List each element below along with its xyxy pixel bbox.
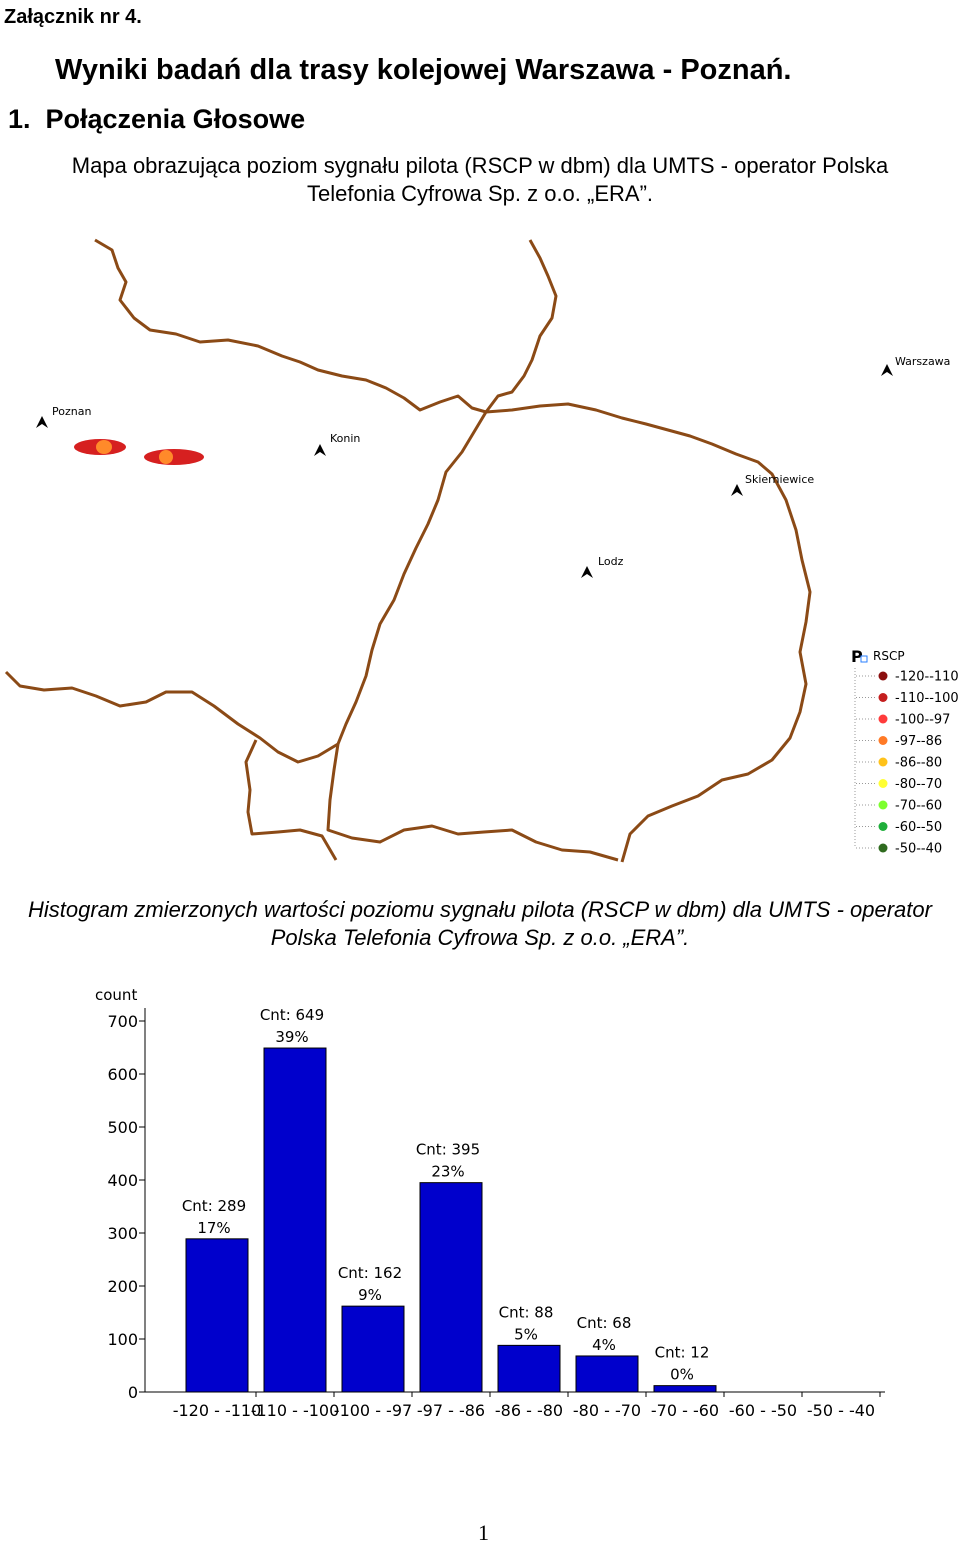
city-label: Skierniewice — [745, 473, 814, 486]
legend-label: -97--86 — [895, 734, 942, 749]
bar — [341, 1305, 405, 1393]
city-label: Warszawa — [895, 355, 950, 368]
legend-swatch — [878, 800, 888, 810]
legend-label: -60--50 — [895, 820, 942, 835]
x-tick-label: -110 - -100 — [251, 1401, 340, 1420]
border — [326, 743, 619, 862]
x-tick-label: -97 - -86 — [417, 1401, 485, 1420]
x-tick-label: -70 - -60 — [651, 1401, 719, 1420]
city-marker — [36, 416, 48, 428]
value-label: Cnt: 162 — [338, 1264, 402, 1282]
legend-swatch — [878, 693, 888, 702]
x-tick-label: -100 - -97 — [334, 1401, 412, 1420]
value-label: Cnt: 649 — [260, 1006, 324, 1024]
city-label: Lodz — [598, 555, 624, 568]
x-tick-label: -120 - -110 — [173, 1401, 262, 1420]
y-tick-label: 0 — [128, 1383, 138, 1402]
x-tick-label: -60 - -50 — [729, 1401, 797, 1420]
coverage — [96, 440, 112, 454]
legend-title: RSCP — [873, 649, 905, 663]
border — [485, 402, 812, 863]
legend-icon — [860, 655, 868, 663]
value-label: Cnt: 88 — [499, 1303, 554, 1321]
legend-label: -50--40 — [895, 842, 942, 857]
legend-label: -86--80 — [895, 756, 942, 771]
value-label: Cnt: 289 — [182, 1197, 246, 1215]
x-tick-label: -80 - -70 — [573, 1401, 641, 1420]
percent-label: 17% — [197, 1219, 230, 1237]
bar — [185, 1238, 249, 1393]
value-label: Cnt: 12 — [655, 1344, 710, 1362]
histogram-caption: Histogram zmierzonych wartości poziomu s… — [28, 897, 932, 950]
title: Wyniki badań dla trasy kolejowej Warszaw… — [55, 54, 792, 86]
percent-label: 9% — [358, 1286, 382, 1304]
percent-label: 23% — [431, 1163, 464, 1181]
section: 1. Połączenia Głosowe — [8, 104, 306, 134]
legend-label: -80--70 — [895, 777, 942, 792]
legend-swatch — [878, 714, 888, 724]
legend-swatch — [878, 671, 888, 681]
legend-label: -110--100 — [895, 691, 959, 706]
bar — [575, 1355, 639, 1393]
y-tick-label: 600 — [107, 1065, 138, 1084]
x-tick-label: -50 - -40 — [807, 1401, 875, 1420]
y-axis-label: count — [95, 986, 137, 1004]
border — [244, 739, 338, 861]
city-marker — [581, 566, 593, 578]
city-label: Konin — [330, 432, 360, 445]
value-label: Cnt: 68 — [577, 1314, 632, 1332]
legend-label: -100--97 — [895, 713, 950, 728]
legend-swatch — [878, 757, 888, 767]
bar — [653, 1385, 717, 1393]
map-caption: Mapa obrazująca poziom sygnału pilota (R… — [71, 153, 889, 206]
border — [94, 238, 558, 414]
page-number: 1 — [478, 1520, 489, 1545]
bar — [419, 1182, 483, 1393]
annex: Załącznik nr 4. — [4, 6, 142, 28]
legend-swatch — [878, 822, 888, 831]
y-tick-label: 200 — [107, 1277, 138, 1296]
histogram: count 0 100 200 300 400 500 600 700 -120 - -110 Cn… — [95, 986, 885, 1420]
y-tick-label: 300 — [107, 1224, 138, 1243]
y-tick-label: 500 — [107, 1118, 138, 1137]
city-marker — [314, 444, 326, 456]
border — [4, 411, 488, 764]
value-label: Cnt: 395 — [416, 1141, 480, 1159]
percent-label: 0% — [670, 1366, 694, 1384]
legend-label: -70--60 — [895, 799, 942, 814]
legend-label: -120--110 — [895, 670, 959, 685]
bar — [263, 1047, 327, 1393]
percent-label: 4% — [592, 1336, 616, 1354]
coverage — [159, 450, 173, 464]
y-tick-label: 400 — [107, 1171, 138, 1190]
percent-label: 5% — [514, 1325, 538, 1343]
bar — [497, 1344, 561, 1393]
legend-swatch — [878, 779, 888, 788]
y-tick-label: 700 — [107, 1012, 138, 1031]
city-marker — [731, 484, 743, 496]
legend-swatch — [878, 736, 888, 745]
city-marker — [881, 364, 893, 376]
legend-swatch — [878, 843, 888, 853]
coverage — [144, 449, 204, 465]
y-tick-label: 100 — [107, 1330, 138, 1349]
city-label: Poznan — [52, 405, 91, 418]
legend: -120--110 -110--100 -100--97 -97--86 -86--80… — [856, 670, 959, 857]
percent-label: 39% — [275, 1028, 308, 1046]
legend-marker: P — [851, 647, 863, 666]
map: Warszawa Poznan Konin Skierniewice Lodz … — [4, 238, 950, 863]
x-tick-label: -86 - -80 — [495, 1401, 563, 1420]
